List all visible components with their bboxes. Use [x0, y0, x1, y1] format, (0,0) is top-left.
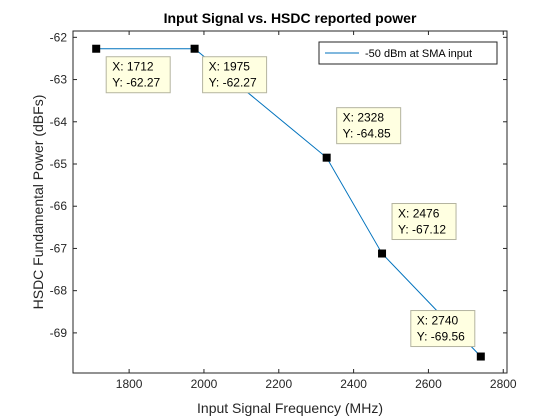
y-tick-label: -64: [50, 115, 68, 129]
legend-box: [318, 41, 498, 65]
data-tip-x-label: X: 1975: [209, 60, 251, 74]
data-tip-x-label: X: 1712: [112, 60, 154, 74]
axes-box: [72, 30, 508, 374]
data-tip-x-label: X: 2328: [343, 111, 385, 125]
data-point-marker[interactable]: [476, 352, 485, 361]
data-tip-y-label: Y: -62.27: [112, 76, 160, 90]
data-point-marker[interactable]: [322, 153, 331, 162]
legend-label: -50 dBm at SMA input: [365, 48, 472, 60]
x-tick-label: 2000: [191, 377, 218, 391]
x-tick-label: 2800: [490, 377, 517, 391]
x-tick-label: 2200: [265, 377, 292, 391]
data-tip-box: [202, 56, 268, 94]
y-axis-label: HSDC Fundamental Power (dBFs): [30, 95, 46, 310]
y-tick-label: -63: [50, 73, 68, 87]
y-tick-label: -66: [50, 199, 68, 213]
x-tick-label: 2400: [340, 377, 367, 391]
x-axis-label: Input Signal Frequency (MHz): [197, 400, 383, 416]
data-tip-y-label: Y: -69.56: [417, 330, 465, 344]
data-tip-x-label: X: 2476: [398, 207, 440, 221]
data-tip-box: [391, 203, 457, 241]
y-tick-label: -69: [50, 326, 68, 340]
data-tip-y-label: Y: -64.85: [343, 127, 391, 141]
data-tip-y-label: Y: -67.12: [398, 223, 446, 237]
data-tip: X: 1975 Y: -62.27: [202, 56, 268, 94]
data-tip-box: [336, 107, 402, 145]
data-tip-y-label: Y: -62.27: [209, 76, 257, 90]
data-tip-x-label: X: 2740: [417, 314, 459, 328]
x-tick-label: 2600: [415, 377, 442, 391]
y-tick-label: -67: [50, 241, 68, 255]
data-point-marker[interactable]: [92, 44, 101, 53]
y-tick-label: -68: [50, 284, 68, 298]
data-tip: X: 2328 Y: -64.85: [336, 107, 402, 145]
x-tick-label: 1800: [116, 377, 143, 391]
data-point-marker[interactable]: [378, 249, 387, 258]
y-tick-label: -62: [50, 30, 68, 44]
data-tip-box: [410, 310, 476, 348]
data-tip-box: [105, 56, 171, 94]
data-point-marker[interactable]: [190, 44, 199, 53]
chart-title: Input Signal vs. HSDC reported power: [164, 10, 417, 26]
data-tip: X: 1712 Y: -62.27: [105, 56, 171, 94]
y-tick-label: -65: [50, 157, 68, 171]
data-tip: X: 2740 Y: -69.56: [410, 310, 476, 348]
data-tip: X: 2476 Y: -67.12: [391, 203, 457, 241]
